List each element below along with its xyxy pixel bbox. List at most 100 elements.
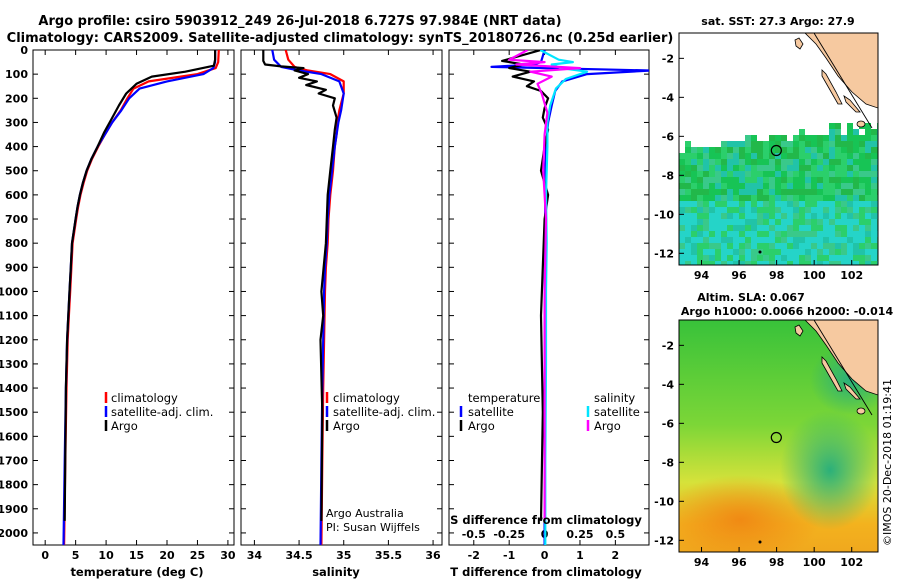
sst-pixel: [829, 189, 835, 195]
sst-pixel: [871, 219, 877, 225]
sst-pixel: [847, 123, 853, 129]
depth-axis-labels: 0 100 200 300 400 500 600 700 800 900 1000 1100 1200…: [0, 44, 28, 540]
sst-map-title: sat. SST: 27.3 Argo: 27.9: [701, 15, 854, 28]
sst-pixel: [691, 219, 697, 225]
sst-pixel: [859, 195, 865, 201]
sst-pixel: [775, 231, 781, 237]
sst-pixel: [685, 159, 691, 165]
sst-pixel: [691, 183, 697, 189]
sst-pixel: [835, 153, 841, 159]
sst-pixel: [829, 195, 835, 201]
sst-pixel: [799, 153, 805, 159]
sst-pixel: [841, 171, 847, 177]
sst-pixel: [769, 255, 775, 261]
sst-pixel: [847, 261, 853, 265]
sst-pixel: [847, 129, 853, 135]
sst-pixel: [811, 201, 817, 207]
sst-pixel: [787, 219, 793, 225]
sst-pixel: [835, 189, 841, 195]
sst-pixel: [775, 195, 781, 201]
sst-pixel: [715, 219, 721, 225]
sst-pixel: [871, 261, 877, 265]
sst-pixel: [811, 195, 817, 201]
sst-pixel: [829, 237, 835, 243]
depth-tick-label: 2000: [0, 527, 28, 540]
map-x-tick-label: 98: [769, 556, 784, 569]
sst-pixel: [799, 231, 805, 237]
sst-pixel: [775, 207, 781, 213]
sst-pixel: [685, 243, 691, 249]
sst-pixel: [835, 147, 841, 153]
sst-pixel: [739, 219, 745, 225]
sst-pixel: [841, 183, 847, 189]
sst-pixel: [811, 141, 817, 147]
sst-pixel: [727, 141, 733, 147]
sst-pixel: [829, 141, 835, 147]
sst-pixel: [679, 225, 685, 231]
sst-pixel: [739, 261, 745, 265]
sst-pixel: [799, 165, 805, 171]
sst-pixel: [715, 249, 721, 255]
sst-pixel: [781, 177, 787, 183]
difference-xlabel: T difference from climatology: [450, 565, 642, 579]
sst-pixel: [871, 177, 877, 183]
sst-pixel: [859, 153, 865, 159]
sst-pixel: [817, 237, 823, 243]
map-y-tick-label: -2: [662, 52, 674, 65]
sst-map-frame: [678, 32, 879, 266]
sst-pixel: [823, 165, 829, 171]
sst-pixel: [721, 183, 727, 189]
sst-pixel: [823, 201, 829, 207]
sst-pixel: [751, 261, 757, 265]
sst-pixel: [865, 225, 871, 231]
sst-pixel: [709, 225, 715, 231]
depth-tick-label: 1800: [0, 479, 28, 492]
sst-pixel: [709, 255, 715, 261]
salinity-panel-frame: [240, 49, 443, 546]
sst-pixel: [751, 159, 757, 165]
sst-pixel: [793, 177, 799, 183]
sst-pixel: [805, 141, 811, 147]
map-y-tick-label: -4: [662, 378, 675, 391]
sst-pixel: [781, 255, 787, 261]
sst-pixel: [841, 165, 847, 171]
sst-pixel: [691, 195, 697, 201]
sst-pixel: [691, 153, 697, 159]
sst-pixel: [787, 261, 793, 265]
legend-s-satellite-label: satellite: [594, 405, 640, 419]
sst-pixel: [727, 255, 733, 261]
sst-pixel: [691, 249, 697, 255]
sst-pixel: [847, 249, 853, 255]
sst-pixel: [781, 141, 787, 147]
sst-pixel: [697, 261, 703, 265]
sla-low-anomaly: [780, 410, 878, 530]
sst-pixel: [775, 189, 781, 195]
sst-pixel: [853, 135, 859, 141]
sst-pixel: [703, 249, 709, 255]
sst-pixel: [697, 207, 703, 213]
map-y-tick-label: -10: [654, 495, 674, 508]
sst-pixel: [691, 243, 697, 249]
sst-pixel: [799, 183, 805, 189]
depth-tick-label: 1000: [0, 285, 28, 298]
sst-pixel: [871, 129, 877, 135]
sst-pixel: [751, 183, 757, 189]
sst-pixel: [739, 255, 745, 261]
sst-pixel: [871, 207, 877, 213]
sst-pixel: [811, 183, 817, 189]
sst-pixel: [745, 213, 751, 219]
sst-pixel: [727, 231, 733, 237]
sst-pixel: [853, 231, 859, 237]
sst-pixel: [697, 255, 703, 261]
salinity-xlabel: salinity: [312, 565, 360, 579]
sst-pixel: [721, 213, 727, 219]
sst-pixel: [781, 261, 787, 265]
sst-pixel: [829, 159, 835, 165]
sst-pixel: [685, 213, 691, 219]
sst-pixel: [739, 237, 745, 243]
sst-pixel: [829, 201, 835, 207]
sst-pixel: [817, 177, 823, 183]
sst-pixel: [781, 231, 787, 237]
sst-pixel: [799, 195, 805, 201]
sst-pixel: [865, 207, 871, 213]
